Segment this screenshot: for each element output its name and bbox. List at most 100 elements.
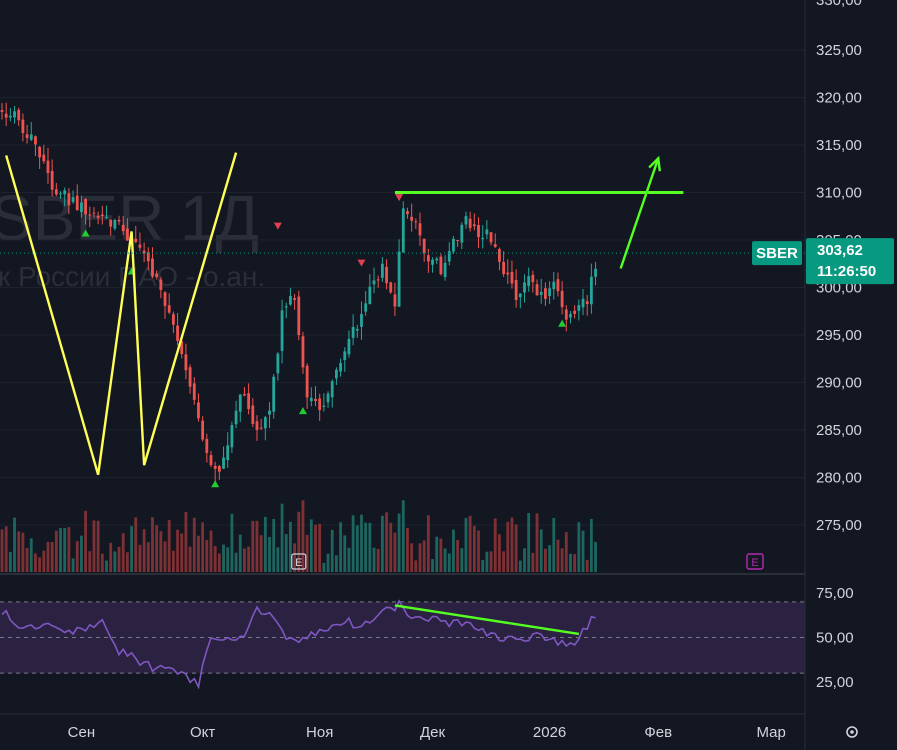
volume-bar — [263, 516, 267, 572]
candle-body — [50, 170, 54, 190]
volume-bar — [126, 552, 129, 572]
candle-body — [142, 250, 146, 254]
volume-bar — [113, 551, 117, 572]
candle-body — [243, 393, 246, 396]
candle-body — [393, 294, 397, 307]
candle-body — [17, 109, 21, 121]
candle-body — [385, 266, 388, 284]
volume-bar — [222, 544, 225, 572]
candle-body — [594, 268, 597, 277]
candle-body — [171, 314, 175, 325]
price-axis[interactable]: 325,00320,00315,00310,00305,00300,00295,… — [816, 0, 862, 534]
candle-body — [263, 417, 267, 429]
candle-body — [435, 258, 439, 261]
volume-bars — [0, 500, 597, 572]
volume-bar — [351, 515, 355, 572]
up-arrow-head-icon — [648, 155, 662, 172]
candle-body — [151, 258, 154, 277]
upcoming-earnings-label: E — [751, 557, 758, 569]
gear-icon[interactable] — [846, 726, 858, 738]
candle-body — [67, 193, 71, 206]
candle-body — [255, 421, 259, 430]
volume-bar — [205, 540, 209, 572]
volume-bar — [34, 553, 37, 572]
candle-body — [564, 309, 568, 320]
time-tick-label: Сен — [68, 724, 95, 741]
volume-bar — [347, 547, 351, 572]
volume-bar — [293, 543, 296, 572]
volume-bar — [355, 525, 359, 572]
volume-bar — [192, 517, 196, 572]
volume-bar — [548, 545, 551, 572]
volume-bar — [389, 522, 393, 572]
volume-bar — [372, 547, 376, 572]
candle-body — [201, 420, 205, 440]
time-axis[interactable]: Сен Окт Ноя Дек 2026 Фев Мар — [68, 724, 786, 741]
rsi-divergence-line — [394, 604, 580, 636]
last-price-badge[interactable]: 303,62 11:26:50 — [806, 238, 894, 285]
volume-bar — [439, 538, 443, 572]
candle-body — [581, 298, 585, 308]
volume-bar — [585, 559, 589, 572]
candle-body — [523, 282, 526, 293]
volume-bar — [213, 546, 217, 572]
candlesticks[interactable] — [0, 102, 597, 482]
volume-bar — [460, 548, 464, 572]
volume-bar — [4, 526, 8, 572]
buy-signal-icon — [211, 480, 220, 488]
price-tick-label: 275,00 — [816, 517, 862, 534]
volume-bar — [13, 517, 16, 572]
rsi-axis[interactable]: 75,00 50,00 25,00 — [816, 585, 854, 691]
candle-body — [426, 255, 430, 262]
volume-bar — [80, 535, 83, 572]
volume-bar — [456, 539, 460, 572]
volume-bar — [481, 560, 485, 572]
volume-bar — [142, 529, 146, 572]
volume-bar — [498, 534, 501, 572]
candle-body — [364, 303, 368, 312]
volume-bar — [385, 512, 388, 572]
volume-bar — [176, 529, 179, 572]
candle-body — [251, 405, 255, 424]
time-tick-label: Мар — [756, 724, 785, 741]
candle-body — [226, 445, 230, 461]
candle-body — [456, 240, 460, 242]
candle-body — [293, 298, 296, 300]
candle-body — [289, 295, 292, 305]
drawings[interactable] — [5, 152, 684, 636]
rsi-tick-label: 50,00 — [816, 630, 854, 647]
volume-bar — [318, 523, 322, 572]
volume-bar — [410, 543, 414, 572]
rsi-pane[interactable] — [0, 599, 805, 690]
candle-body — [126, 228, 129, 241]
volume-bar — [243, 548, 246, 572]
candle-body — [397, 251, 401, 307]
candle-body — [510, 271, 514, 284]
candle-body — [422, 238, 426, 254]
volume-bar — [163, 541, 167, 572]
candle-body — [531, 274, 535, 283]
symbol-badge[interactable]: SBER — [752, 241, 802, 266]
candle-body — [527, 276, 531, 286]
candle-body — [280, 310, 284, 351]
volume-bar — [146, 542, 150, 572]
volume-bar — [289, 521, 292, 572]
sell-signal-icon — [273, 222, 282, 230]
candle-body — [585, 301, 589, 305]
volume-bar — [134, 517, 138, 572]
candle-body — [498, 249, 501, 262]
volume-bar — [564, 532, 568, 572]
price-tick-label: 280,00 — [816, 470, 862, 487]
last-price-value: 303,62 — [817, 242, 863, 259]
candle-body — [205, 438, 209, 453]
volume-bar — [435, 536, 439, 572]
candle-body — [34, 136, 37, 145]
candle-body — [569, 314, 572, 318]
volume-bar — [477, 530, 480, 572]
time-tick-label: Дек — [420, 724, 446, 741]
candle-body — [188, 367, 192, 387]
volume-bar — [59, 528, 62, 572]
candle-body — [322, 405, 326, 407]
candle-body — [272, 376, 276, 412]
